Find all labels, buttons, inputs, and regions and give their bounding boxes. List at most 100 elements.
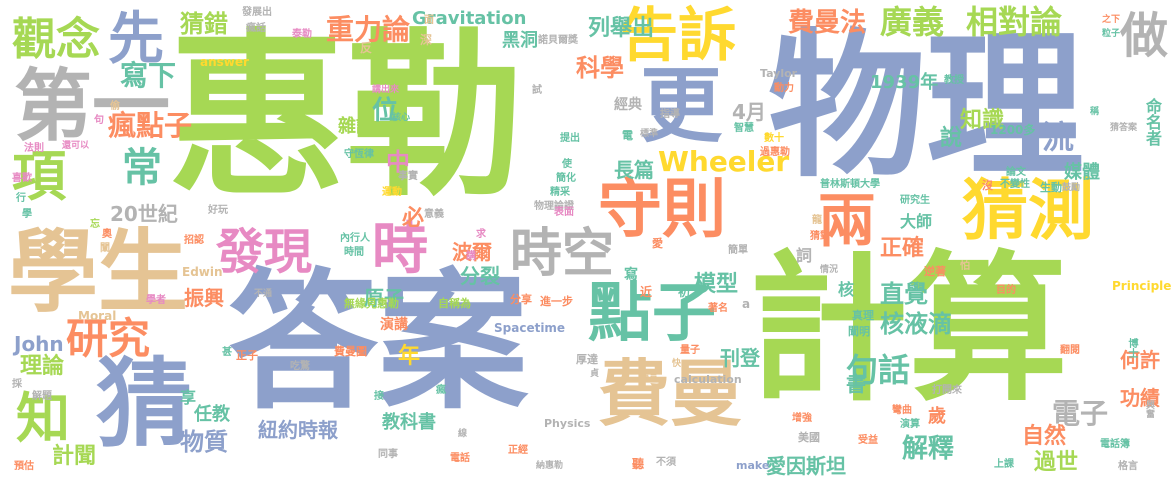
word-calculation: 計算 bbox=[748, 236, 1069, 423]
word-explain: 解釋 bbox=[902, 434, 955, 464]
word-item: 項 bbox=[12, 145, 66, 208]
word-not-work: 不通 bbox=[254, 289, 273, 299]
word-core: 核心 bbox=[392, 113, 411, 123]
word-moral: Moral bbox=[78, 309, 117, 323]
word-brilliant: 精采 bbox=[550, 187, 570, 198]
word-grad-student: 研究生 bbox=[900, 195, 930, 206]
word-guess-answer: 猜答案 bbox=[1110, 123, 1138, 133]
word-learn: 學 bbox=[22, 209, 32, 220]
word-princeton: 普林斯頓大學 bbox=[820, 179, 880, 190]
word-phone: 電話 bbox=[450, 453, 470, 464]
word-nyt: 紐約時報 bbox=[258, 418, 338, 442]
word-share: 分享 bbox=[510, 293, 532, 306]
word-surface: 表面 bbox=[554, 207, 574, 218]
word-argument: 物理論證 bbox=[534, 201, 574, 212]
word-achievement: 功績 bbox=[1120, 386, 1160, 410]
word-guide: 指導 bbox=[660, 109, 680, 120]
word-never-met: 無緣見惠勒 bbox=[344, 297, 399, 310]
word-calc-en: calculation bbox=[674, 373, 742, 386]
word-1939: 1939年 bbox=[870, 72, 939, 93]
word-positron: 正子 bbox=[236, 349, 258, 362]
word-even: 甚 bbox=[222, 347, 232, 358]
word-surprise: 吃驚 bbox=[290, 361, 310, 372]
word-further: 進一步 bbox=[540, 295, 573, 308]
word-power: 動力 bbox=[774, 83, 794, 94]
word-particle: 粒子 bbox=[1102, 29, 1121, 39]
word-do: 做 bbox=[1120, 8, 1169, 64]
word-steal: 偷 bbox=[110, 101, 120, 112]
word-first: 第一 bbox=[14, 62, 171, 152]
word-motion: 運動 bbox=[382, 187, 402, 198]
word-passed-away: 過世 bbox=[1034, 450, 1079, 475]
word-quantum: 量子 bbox=[680, 345, 700, 356]
word-under: 之下 bbox=[1102, 15, 1121, 25]
word-confess: 招認 bbox=[184, 235, 204, 246]
word-enjoy: 享 bbox=[180, 388, 197, 407]
word-compute: 演算 bbox=[900, 419, 920, 430]
word-first-char: 先 bbox=[108, 7, 164, 72]
word-knowledge: 知識 bbox=[960, 108, 1005, 133]
word-no-need: 不須 bbox=[656, 457, 676, 468]
word-concept: 觀念 bbox=[12, 14, 100, 65]
word-magazine: 雜誌 bbox=[338, 116, 374, 137]
word-feynman: 費曼 bbox=[598, 352, 743, 436]
word-crazy: 瘋 bbox=[436, 385, 446, 396]
word-purpose: 目的 bbox=[996, 285, 1016, 296]
word-pick: 採 bbox=[12, 379, 22, 390]
word-general: 廣義 bbox=[880, 3, 945, 41]
word-fun: 好玩 bbox=[208, 205, 228, 216]
word-nucleus: 核 bbox=[838, 280, 855, 299]
word-fast: 快 bbox=[672, 359, 682, 369]
word-solve: 解題 bbox=[32, 391, 52, 402]
word-maxim: 格言 bbox=[1118, 461, 1138, 472]
word-guess: 猜 bbox=[96, 348, 192, 460]
word-rules: 守則 bbox=[598, 173, 726, 247]
word-not-have: 沒 bbox=[982, 179, 993, 192]
word-media: 媒體 bbox=[1064, 162, 1100, 183]
word-curve: 彎曲 bbox=[892, 405, 912, 416]
word-fact: 事實 bbox=[398, 171, 418, 182]
word-classic: 經典 bbox=[614, 97, 642, 113]
word-april: 4月 bbox=[732, 100, 766, 124]
word-speak: 講 bbox=[466, 251, 476, 262]
word-guess-wrong: 猜錯 bbox=[180, 10, 228, 38]
word-model: 模型 bbox=[694, 272, 739, 297]
word-middle: 中 bbox=[386, 148, 410, 176]
word-past-wheeler: 過惠勒 bbox=[760, 147, 790, 158]
word-wisdom: 智慧 bbox=[734, 123, 754, 134]
word-list-out: 列舉出 bbox=[588, 16, 655, 41]
word-forget: 忘 bbox=[90, 219, 100, 230]
word-make: make bbox=[736, 459, 770, 472]
word-near: 近 bbox=[640, 285, 653, 299]
word-serious: 正經 bbox=[508, 445, 528, 456]
word-gravitation: Gravitation bbox=[412, 8, 527, 29]
word-1200: 1200多 bbox=[990, 123, 1036, 137]
word-doctor: 博士 bbox=[1126, 338, 1137, 358]
word-guess-measure: 猜測 bbox=[962, 172, 1094, 249]
word-droplet: 核液滴 bbox=[880, 310, 952, 338]
word-scholar: 學者 bbox=[146, 295, 166, 306]
word-john: John bbox=[14, 332, 64, 356]
word-fear: 怕 bbox=[960, 261, 970, 272]
word-master: 大師 bbox=[900, 212, 933, 231]
word-encourage: 鼓勵 bbox=[1062, 183, 1081, 193]
word-call: 稱 bbox=[1090, 107, 1100, 117]
word-who: 何許 bbox=[1120, 348, 1160, 372]
word-sentence: 句話 bbox=[846, 351, 911, 389]
word-guess-right: 猜對 bbox=[810, 231, 830, 242]
word-einstein: 愛因斯坦 bbox=[766, 454, 846, 478]
word-vivid: 生動 bbox=[1040, 181, 1062, 194]
word-answer-en: answer bbox=[200, 55, 249, 69]
word-correct: 正確 bbox=[880, 236, 925, 261]
word-often: 常 bbox=[122, 145, 162, 191]
word-can-also: 還可以 bbox=[62, 141, 90, 151]
word-nobel: 諾貝爾獎 bbox=[538, 35, 578, 46]
word-discover: 發現 bbox=[216, 224, 313, 280]
word-research: 研究 bbox=[66, 314, 151, 363]
word-initial: 初 bbox=[678, 285, 691, 299]
word-teach: 任教 bbox=[194, 404, 230, 425]
word-meaning: 意義 bbox=[424, 209, 444, 220]
word-obituary: 計聞 bbox=[52, 444, 97, 469]
word-enhance: 增強 bbox=[792, 413, 812, 424]
word-reverse: 反 bbox=[360, 41, 373, 55]
